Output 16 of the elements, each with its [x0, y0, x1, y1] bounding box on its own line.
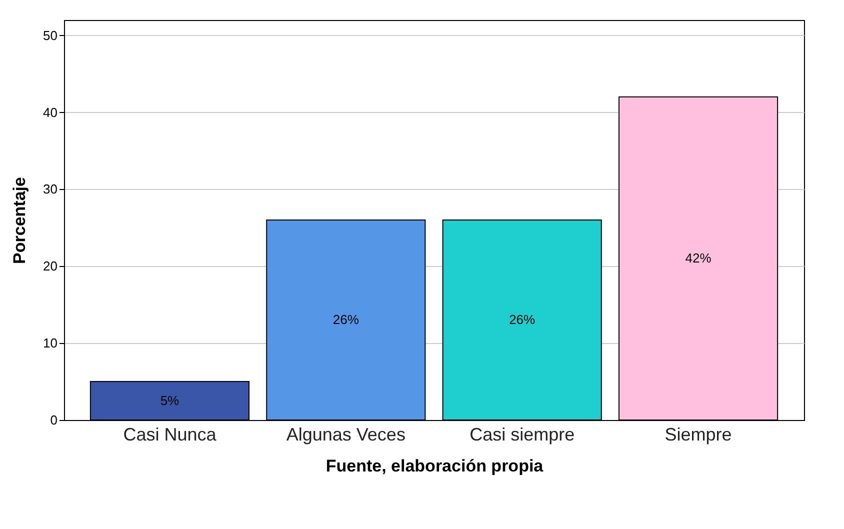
y-axis-title: Porcentaje — [10, 177, 30, 264]
data-label: 26% — [509, 312, 536, 327]
y-tick-label: 0 — [50, 412, 58, 428]
x-tick-label: Casi Nunca — [123, 424, 218, 444]
y-tick-label: 30 — [43, 182, 58, 197]
y-tick-label: 50 — [43, 28, 58, 43]
x-tick-label: Casi siempre — [470, 424, 575, 444]
x-tick-label: Siempre — [664, 424, 732, 444]
y-tick-label: 20 — [43, 258, 58, 274]
data-label: 5% — [160, 392, 180, 408]
x-tick-label: Algunas Veces — [286, 424, 406, 444]
y-tick-label: 40 — [43, 104, 58, 120]
y-tick-label: 10 — [43, 336, 58, 351]
data-label: 42% — [685, 250, 712, 266]
x-axis-title: Fuente, elaboración propia — [326, 456, 544, 476]
data-label: 26% — [332, 312, 360, 327]
